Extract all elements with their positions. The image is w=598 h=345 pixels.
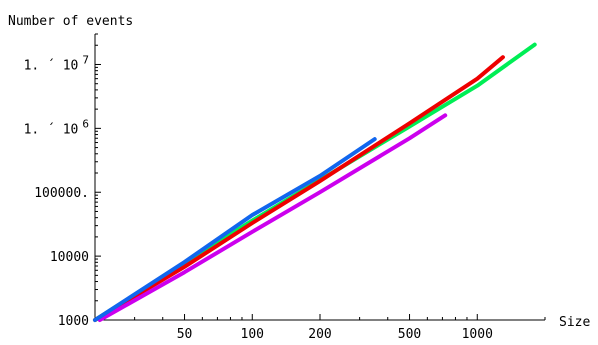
x-tick-label: 100 (241, 327, 264, 342)
y-axis-label: Number of events (8, 14, 133, 29)
y-tick-label: 1000 (58, 314, 89, 329)
series-line-3 (97, 113, 448, 322)
x-axis-label: Size (559, 315, 590, 330)
axes: 50 100 200 500 1000 1000 10000 100000. 1. ´ 10 6 1… (24, 33, 546, 342)
x-tick-label: 50 (177, 327, 193, 342)
x-tick-label: 1000 (462, 327, 493, 342)
y-tick-label: 10000 (50, 250, 89, 265)
series-group (93, 42, 537, 322)
series-line-2 (93, 55, 505, 322)
y-tick-label: 100000. (34, 186, 89, 201)
x-tick-label: 200 (308, 327, 331, 342)
y-tick-label: 1. ´ 10 7 (24, 53, 89, 73)
y-tick-label: 1. ´ 10 6 (24, 117, 89, 137)
series-line-4 (93, 137, 377, 322)
x-tick-label: 500 (398, 327, 421, 342)
